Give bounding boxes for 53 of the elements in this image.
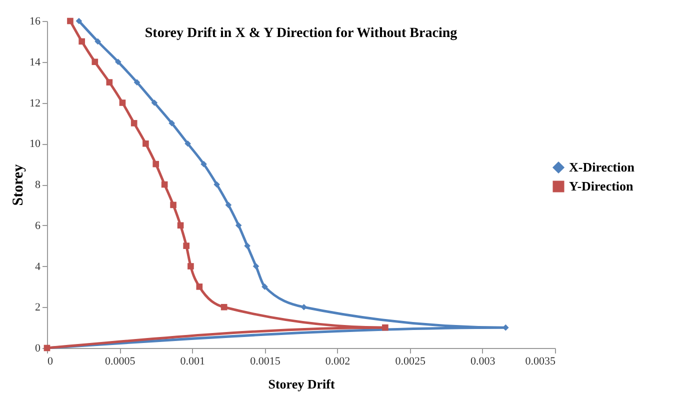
y-tick-label: 14 xyxy=(30,56,41,68)
point xyxy=(220,304,228,310)
point xyxy=(252,263,260,270)
point xyxy=(262,284,268,290)
x-tick-label: 0.003 xyxy=(470,356,496,368)
point xyxy=(151,100,158,106)
point xyxy=(177,222,184,229)
point xyxy=(183,242,190,249)
point xyxy=(382,324,388,331)
y-tick-label: 6 xyxy=(35,220,41,232)
y-tick-label: 2 xyxy=(35,302,40,314)
point xyxy=(130,120,138,126)
point xyxy=(225,202,232,208)
x-axis-title: Storey Drift xyxy=(268,376,336,392)
point xyxy=(168,120,175,126)
x-tick-label: 0.002 xyxy=(325,356,350,368)
point xyxy=(134,79,140,86)
point xyxy=(152,160,160,168)
point xyxy=(67,18,74,24)
point xyxy=(244,242,250,249)
legend-label: Y-Direction xyxy=(569,178,634,194)
x-tick-label: 0.0015 xyxy=(250,356,281,368)
y-tick-label: 0 xyxy=(35,342,41,354)
point xyxy=(94,38,101,45)
legend-label: X-Direction xyxy=(569,160,636,174)
point xyxy=(161,181,168,188)
point xyxy=(235,222,242,229)
y-axis-title: Storey xyxy=(10,164,26,206)
point xyxy=(214,181,220,188)
x-tick-label: 0.0005 xyxy=(104,356,136,368)
point xyxy=(170,202,176,208)
point xyxy=(106,79,113,86)
chart-title: Storey Drift in X & Y Direction for Without Bracing xyxy=(144,26,458,41)
point xyxy=(92,58,98,66)
point xyxy=(196,284,203,290)
x-tick-label: 0 xyxy=(48,356,54,368)
point xyxy=(184,140,191,147)
x-tick-label: 0.0025 xyxy=(395,356,426,368)
point xyxy=(119,100,126,106)
point xyxy=(114,58,122,66)
x-tick-label: 0.001 xyxy=(180,356,206,368)
point xyxy=(188,263,194,270)
y-tick-label: 16 xyxy=(30,16,41,28)
point xyxy=(78,38,85,45)
x-tick-label: 0.0035 xyxy=(525,356,556,368)
point xyxy=(300,304,308,310)
y-tick-label: 10 xyxy=(30,138,41,150)
y-tick-label: 8 xyxy=(35,179,41,191)
point xyxy=(200,160,207,168)
point xyxy=(142,140,149,147)
y-tick-label: 12 xyxy=(30,97,40,110)
point xyxy=(76,18,82,24)
y-tick-label: 4 xyxy=(35,260,41,273)
